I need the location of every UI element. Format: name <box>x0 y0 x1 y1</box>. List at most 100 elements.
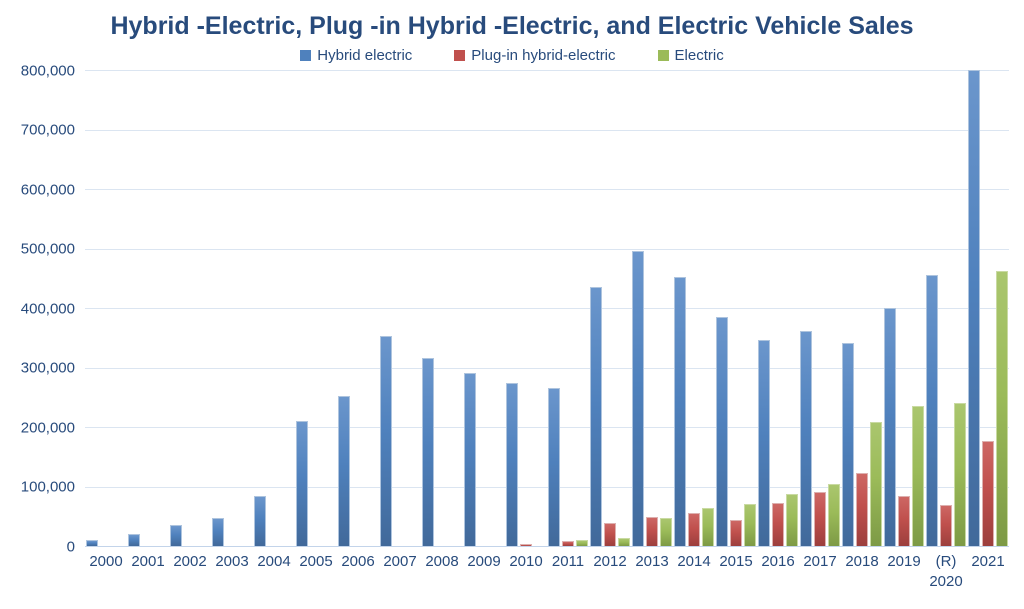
y-tick-label: 100,000 <box>20 478 75 496</box>
bar-electric-2016 <box>786 494 798 546</box>
bar-group-2001 <box>127 70 169 546</box>
bar-group-2010 <box>505 70 547 546</box>
bar-hybrid-electric-2013 <box>632 251 644 546</box>
gridline-600000 <box>85 189 1009 190</box>
bar-group-2008 <box>421 70 463 546</box>
bar-hybrid-electric-2019 <box>884 307 896 546</box>
x-axis-labels: 2000 2001 2002 2003 2004 2005 2006 2007 2008 2009… <box>85 552 1009 591</box>
bar-hybrid-electric-2017 <box>800 330 812 546</box>
bar-plug-in-hybrid-electric-2012 <box>604 523 616 546</box>
legend-swatch-icon <box>300 50 312 61</box>
gridline-800000 <box>85 70 1009 71</box>
bar-group-2000 <box>85 70 127 546</box>
bar-hybrid-electric-2014 <box>674 276 686 546</box>
bar-electric-2017 <box>828 483 840 546</box>
bar-hybrid-electric-2015 <box>716 317 728 546</box>
bar-hybrid-electric-2016 <box>758 339 770 546</box>
x-tick-label: 2008 <box>425 553 459 570</box>
gridline-100000 <box>85 486 1009 488</box>
x-tick-label: 2002 <box>173 553 207 570</box>
bar-plug-in-hybrid-electric-2014 <box>688 513 700 546</box>
bar-group-2018 <box>841 70 883 546</box>
bar-plug-in-hybrid-electric-2015 <box>730 520 742 546</box>
bar-electric-2012 <box>618 537 630 546</box>
bar-plug-in-hybrid-electric-2011 <box>562 541 574 546</box>
legend-label: Electric <box>674 47 724 64</box>
bar-hybrid-electric-2007 <box>380 336 392 546</box>
legend-label: Hybrid electric <box>317 47 413 64</box>
x-tick-label: 2018 <box>845 553 879 570</box>
gridline-0 <box>85 546 1009 547</box>
bar-electric-2019 <box>912 406 924 546</box>
bar-group-2002 <box>169 70 211 546</box>
bar-group-2017 <box>799 70 841 546</box>
x-tick-label: 2015 <box>719 553 753 570</box>
bar-hybrid-electric-2002 <box>170 524 182 546</box>
x-tick-label: 2001 <box>131 553 165 570</box>
x-tick-label: 2014 <box>677 553 711 570</box>
bar-plug-in-hybrid-electric-(R)-2020 <box>940 504 952 546</box>
y-tick-label: 300,000 <box>20 359 75 377</box>
bar-groups <box>85 70 1009 546</box>
chart-legend: Hybrid electric Plug-in hybrid-electric El… <box>0 47 1024 64</box>
gridline-700000 <box>85 129 1009 131</box>
bar-hybrid-electric-2008 <box>422 358 434 546</box>
bar-group-2003 <box>211 70 253 546</box>
bar-hybrid-electric-2021 <box>968 70 980 546</box>
x-tick-label: 2000 <box>89 553 123 570</box>
bar-group-2021 <box>967 70 1009 546</box>
bar-hybrid-electric-2003 <box>212 517 224 546</box>
x-tick-label: 2010 <box>509 553 543 570</box>
x-tick-label: 2004 <box>257 553 291 570</box>
legend-item-0: Hybrid electric <box>300 47 412 64</box>
gridline-400000 <box>85 308 1009 309</box>
x-tick-label: 2019 <box>887 553 921 570</box>
bar-hybrid-electric-2005 <box>296 421 308 546</box>
x-tick-label: 2021 <box>971 553 1005 570</box>
gridline-200000 <box>85 427 1009 428</box>
bar-group-2013 <box>631 70 673 546</box>
bar-electric-2013 <box>660 517 672 546</box>
bar-hybrid-electric-2000 <box>86 540 98 546</box>
bar-group-2015 <box>715 70 757 546</box>
x-tick-label: (R) 2020 <box>929 553 963 590</box>
y-tick-label: 500,000 <box>20 240 75 258</box>
bar-group-2012 <box>589 70 631 546</box>
bar-hybrid-electric-2004 <box>254 495 266 546</box>
x-tick-label: 2007 <box>383 553 417 570</box>
x-tick-label: 2017 <box>803 553 837 570</box>
x-tick-label: 2006 <box>341 553 375 570</box>
bar-electric-2014 <box>702 508 714 546</box>
bar-hybrid-electric-2012 <box>590 287 602 546</box>
x-tick-label: 2011 <box>551 553 585 570</box>
x-tick-label: 2012 <box>593 553 627 570</box>
legend-swatch-icon <box>454 50 466 61</box>
bar-plug-in-hybrid-electric-2013 <box>646 516 658 546</box>
bar-plug-in-hybrid-electric-2010 <box>520 544 532 546</box>
bar-hybrid-electric-2018 <box>842 342 854 546</box>
bar-group-2009 <box>463 70 505 546</box>
bar-electric-2015 <box>744 503 756 546</box>
x-tick-label: 2003 <box>215 553 249 570</box>
y-tick-label: 400,000 <box>20 300 75 317</box>
bar-electric-(R)-2020 <box>954 403 966 546</box>
bar-hybrid-electric-2001 <box>128 533 140 546</box>
bar-plug-in-hybrid-electric-2017 <box>814 492 826 546</box>
bar-hybrid-electric-(R)-2020 <box>926 275 938 546</box>
bar-group-2007 <box>379 70 421 546</box>
bar-group-2019 <box>883 70 925 546</box>
y-tick-label: 800,000 <box>20 62 75 79</box>
plot-area: 800,000 700,000 600,000 500,000 400,000 300,0… <box>21 62 1009 555</box>
bar-hybrid-electric-2009 <box>464 373 476 546</box>
bar-hybrid-electric-2011 <box>548 387 560 546</box>
y-tick-label: 600,000 <box>20 181 75 198</box>
x-tick-label: 2005 <box>299 553 333 570</box>
bar-group-(R)-2020 <box>925 70 967 546</box>
bar-group-2016 <box>757 70 799 546</box>
x-tick-label: 2013 <box>635 553 669 570</box>
legend-swatch-icon <box>657 50 669 61</box>
gridline-300000 <box>85 367 1009 369</box>
bar-group-2004 <box>253 70 295 546</box>
bar-plug-in-hybrid-electric-2019 <box>898 495 910 546</box>
